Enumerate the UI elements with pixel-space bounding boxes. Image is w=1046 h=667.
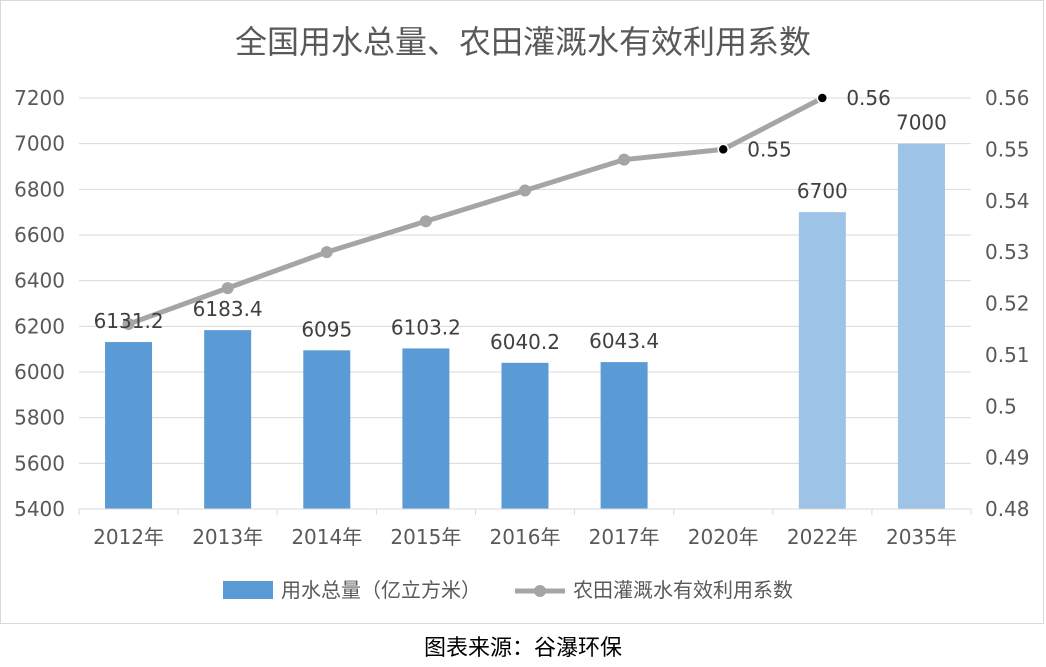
line-point <box>519 184 531 197</box>
y-left-tick-label: 6000 <box>14 360 65 384</box>
bar-data-label: 6700 <box>797 179 848 203</box>
x-tick-label: 2016年 <box>490 525 561 549</box>
chart-frame: 全国用水总量、农田灌溉水有效利用系数 6131.2 6183.4 6095 6103.… <box>0 0 1044 624</box>
y-left-tick-label: 6800 <box>14 177 65 201</box>
line-point <box>717 143 729 156</box>
bar-data-label: 6131.2 <box>94 309 164 333</box>
y-right-tick-label: 0.53 <box>985 240 1030 264</box>
line-point <box>221 282 234 295</box>
y-left-tick-label: 6200 <box>14 314 65 338</box>
bar-data-label: 7000 <box>896 111 947 135</box>
bar <box>402 348 450 509</box>
y-right-tick-label: 0.51 <box>985 343 1030 367</box>
y-right-tick-label: 0.48 <box>985 497 1030 521</box>
bar <box>303 350 351 509</box>
line-point <box>618 153 631 166</box>
line-data-label: 0.56 <box>846 86 891 110</box>
y-left-tick-label: 6400 <box>14 269 65 293</box>
bar <box>798 212 846 509</box>
y-left-tick-label: 6600 <box>14 223 65 247</box>
legend-bar-label: 用水总量（亿立方米） <box>281 578 481 602</box>
bar <box>897 143 945 509</box>
chart-svg: 全国用水总量、农田灌溉水有效利用系数 6131.2 6183.4 6095 6103.… <box>14 23 1029 602</box>
x-tick-label: 2014年 <box>291 525 362 549</box>
x-tick-label: 2015年 <box>390 525 461 549</box>
axes: 5400 5600 5800 6000 6200 6400 6600 6800 7000 7200… <box>14 86 1029 549</box>
legend-line-label: 农田灌溉水有效利用系数 <box>573 578 793 602</box>
line-point <box>320 246 333 259</box>
line-data-label: 0.55 <box>747 137 792 161</box>
bar <box>105 342 153 509</box>
data-labels: 6131.2 6183.4 6095 6103.2 6040.2 6043.4 6700 70… <box>94 86 947 354</box>
legend-bar-swatch <box>223 581 273 599</box>
bar <box>204 330 252 509</box>
x-tick-label: 2035年 <box>886 525 957 549</box>
legend-line-marker <box>534 585 546 597</box>
y-left-tick-label: 7200 <box>14 86 65 110</box>
bar-data-label: 6043.4 <box>589 329 659 353</box>
y-left-tick-label: 5800 <box>14 406 65 430</box>
bar-data-label: 6183.4 <box>193 297 263 321</box>
bar-series <box>105 143 945 509</box>
legend: 用水总量（亿立方米） 农田灌溉水有效利用系数 <box>223 578 793 602</box>
line-point <box>419 215 432 228</box>
line-path <box>127 95 824 327</box>
y-right-tick-label: 0.56 <box>985 86 1030 110</box>
bar-data-label: 6095 <box>301 317 352 341</box>
bar <box>501 362 549 509</box>
line-point <box>816 92 829 104</box>
y-right-tick-label: 0.49 <box>985 446 1030 470</box>
line-series <box>122 92 829 331</box>
y-left-tick-label: 5600 <box>14 451 65 475</box>
x-tick-label: 2020年 <box>688 525 759 549</box>
chart-title: 全国用水总量、农田灌溉水有效利用系数 <box>235 23 811 61</box>
y-right-tick-label: 0.5 <box>985 394 1017 418</box>
bar <box>600 362 648 509</box>
bar-data-label: 6040.2 <box>490 330 560 354</box>
y-right-tick-label: 0.54 <box>985 189 1030 213</box>
x-tick-label: 2022年 <box>787 525 858 549</box>
y-right-tick-label: 0.55 <box>985 137 1030 161</box>
bar-data-label: 6103.2 <box>391 315 461 339</box>
line-point <box>122 318 135 331</box>
source-note: 图表来源：谷瀑环保 <box>423 636 622 661</box>
y-left-tick-label: 5400 <box>14 497 65 521</box>
x-tick-label: 2017年 <box>589 525 660 549</box>
y-right-tick-label: 0.52 <box>985 292 1030 316</box>
y-left-tick-label: 7000 <box>14 132 65 156</box>
x-tick-label: 2012年 <box>93 525 164 549</box>
x-tick-label: 2013年 <box>192 525 263 549</box>
